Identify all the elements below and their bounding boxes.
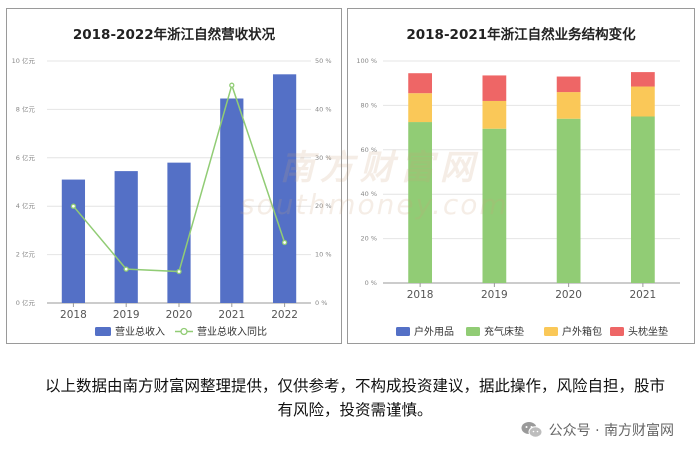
y-left-tick-label: 0 亿元 bbox=[16, 298, 36, 307]
footer-brand-text: 公众号 · 南方财富网 bbox=[548, 423, 674, 439]
y-left-tick-label: 2 亿元 bbox=[16, 250, 36, 259]
x-tick-label: 2018 bbox=[407, 289, 434, 301]
bar-segment-2 bbox=[408, 93, 433, 123]
x-tick-label: 2019 bbox=[113, 309, 140, 321]
wechat-icon bbox=[521, 421, 543, 439]
y-left-tick-label: 6 亿元 bbox=[16, 153, 36, 162]
legend-marker-yoy bbox=[180, 327, 188, 336]
y-tick-label: 80 % bbox=[360, 101, 377, 109]
bar-revenue bbox=[220, 98, 244, 303]
legend-swatch bbox=[610, 327, 624, 336]
y-tick-label: 20 % bbox=[360, 235, 377, 243]
legend-label: 头枕坐垫 bbox=[628, 325, 668, 338]
legend-swatch bbox=[466, 327, 480, 336]
footer-brand: 公众号 · 南方财富网 bbox=[521, 420, 674, 440]
point-revenue-yoy bbox=[176, 268, 182, 275]
x-tick-label: 2021 bbox=[218, 309, 245, 321]
y-left-tick-label: 8 亿元 bbox=[16, 104, 36, 113]
legend-swatch bbox=[396, 327, 410, 336]
point-revenue-yoy bbox=[123, 266, 129, 272]
legend-label: 户外箱包 bbox=[562, 325, 602, 338]
y-tick-label: 100 % bbox=[356, 57, 377, 65]
y-tick-label: 60 % bbox=[360, 146, 377, 154]
point-revenue-yoy bbox=[229, 82, 235, 88]
bar-segment-1 bbox=[408, 122, 433, 283]
bar-segment-3 bbox=[482, 75, 507, 101]
bar-segment-2 bbox=[482, 100, 507, 129]
business-structure-chart-panel: 2018-2021年浙江自然业务结构变化 0 % 20 % 40 % 60 % 80 %… bbox=[347, 8, 695, 344]
revenue-chart-panel: 2018-2022年浙江自然营收状况 0 亿元 2 亿元 4 亿元 6 亿元 8 亿元 1… bbox=[6, 8, 342, 344]
bar-segment-3 bbox=[630, 72, 655, 87]
y-right-tick-label: 20 % bbox=[315, 202, 332, 210]
bar-segment-2 bbox=[630, 86, 655, 117]
bar-segment-1 bbox=[482, 128, 507, 283]
point-revenue-yoy bbox=[70, 203, 77, 209]
legend-label-revenue: 营业总收入 bbox=[115, 325, 165, 338]
disclaimer-text: 以上数据由南方财富网整理提供，仅供参考，不构成投资建议，据此操作，风险自担，股市… bbox=[44, 377, 665, 419]
y-right-tick-label: 10 % bbox=[315, 251, 332, 259]
y-tick-label: 40 % bbox=[360, 190, 377, 198]
x-tick-label: 2021 bbox=[630, 289, 657, 301]
bar-segment-3 bbox=[556, 76, 581, 93]
point-revenue-yoy bbox=[281, 239, 288, 246]
y-left-tick-label: 4 亿元 bbox=[16, 201, 36, 210]
x-tick-label: 2020 bbox=[166, 309, 193, 321]
bar-revenue bbox=[167, 162, 191, 303]
bar-segment-2 bbox=[556, 92, 581, 119]
bar-segment-3 bbox=[408, 73, 433, 94]
y-right-tick-label: 30 % bbox=[315, 154, 332, 162]
x-tick-label: 2020 bbox=[555, 289, 582, 301]
bar-revenue bbox=[272, 74, 297, 303]
bar-revenue bbox=[114, 171, 138, 303]
bar-revenue bbox=[61, 179, 86, 303]
y-tick-label: 0 % bbox=[365, 279, 377, 287]
legend-swatch-revenue bbox=[95, 327, 111, 336]
y-right-tick-label: 0 % bbox=[315, 299, 327, 307]
legend-label: 户外用品 bbox=[414, 325, 454, 338]
business-structure-chart: 0 % 20 % 40 % 60 % 80 % 100 % 2018 2019 2020 2021… bbox=[356, 57, 680, 338]
legend-label-yoy: 营业总收入同比 bbox=[197, 325, 267, 338]
revenue-chart-title: 2018-2022年浙江自然营收状况 bbox=[72, 27, 276, 43]
revenue-chart: 0 亿元 2 亿元 4 亿元 6 亿元 8 亿元 10 亿元 0 % 10 % 20 % 30 %… bbox=[12, 56, 332, 338]
legend-label: 充气床垫 bbox=[484, 325, 524, 338]
bar-segment-1 bbox=[630, 116, 655, 283]
y-right-tick-label: 50 % bbox=[315, 57, 332, 65]
y-left-tick-label: 10 亿元 bbox=[12, 56, 36, 65]
x-tick-label: 2018 bbox=[60, 309, 87, 321]
business-structure-chart-title: 2018-2021年浙江自然业务结构变化 bbox=[406, 27, 636, 43]
legend-swatch bbox=[544, 327, 558, 336]
x-tick-label: 2019 bbox=[481, 289, 508, 301]
x-tick-label: 2022 bbox=[271, 309, 298, 321]
bar-segment-1 bbox=[556, 118, 581, 283]
y-right-tick-label: 40 % bbox=[315, 105, 332, 113]
